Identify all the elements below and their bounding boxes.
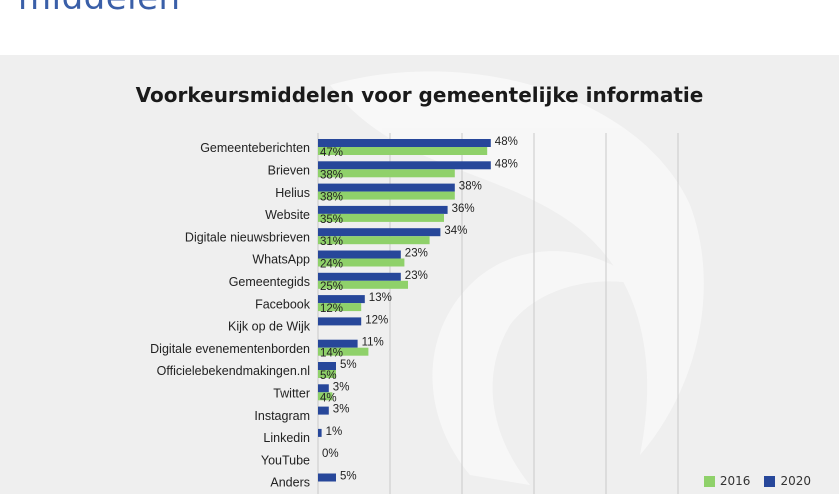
bar-2020 <box>318 384 329 393</box>
category-label: Instagram <box>254 409 310 423</box>
bar-2016 <box>318 347 369 356</box>
data-label-2016: 4% <box>320 392 337 404</box>
category-label: Twitter <box>273 386 310 400</box>
legend-item-2020: 2020 <box>764 474 811 488</box>
data-label-2020: 3% <box>333 381 350 393</box>
bar-2020 <box>318 272 401 281</box>
category-label: Officielebekendmakingen.nl <box>157 364 310 378</box>
bar-2020 <box>318 250 401 259</box>
data-label-2016: 38% <box>320 192 343 204</box>
data-label-2020: 36% <box>452 203 475 215</box>
legend-label-2016: 2016 <box>719 474 751 488</box>
bar-2020 <box>318 183 455 192</box>
bar-2020 <box>318 139 491 147</box>
data-label-2020: 23% <box>405 270 428 282</box>
bar-2020 <box>318 473 336 482</box>
page-heading: middelen <box>18 0 181 18</box>
data-label-2016: 25% <box>320 281 343 293</box>
watermark-chart: Gemeenteberichten 48% 47% Brieven 48% 38% Heli… <box>150 71 704 494</box>
data-label-2020: 3% <box>333 404 350 416</box>
data-label-2020: 48% <box>495 136 518 148</box>
data-label-2020: 0% <box>322 448 339 460</box>
data-label-2020: 5% <box>340 359 357 371</box>
data-label-2016: 31% <box>320 236 343 248</box>
bar-2016 <box>318 169 455 178</box>
bar-2016 <box>318 370 336 378</box>
bar-2016 <box>318 236 430 245</box>
chart-title: Voorkeursmiddelen voor gemeentelijke inf… <box>135 83 704 107</box>
bar-2016 <box>318 392 333 401</box>
data-label-2016: 35% <box>320 214 343 226</box>
bar-2016 <box>318 191 455 200</box>
bar-2016 <box>318 258 405 267</box>
legend-swatch-2016 <box>703 475 715 487</box>
bar-2020 <box>318 228 441 237</box>
data-label-2016: 24% <box>320 259 343 271</box>
data-label-2020: 38% <box>459 181 482 193</box>
category-label: Kijk op de Wijk <box>228 320 311 334</box>
data-label-2020: 34% <box>444 225 467 237</box>
data-label-2016: 12% <box>320 303 343 315</box>
data-label-2016: 47% <box>320 147 343 159</box>
watermark-logo <box>330 71 704 485</box>
legend-item-2016: 2016 <box>703 474 751 488</box>
bar-2020 <box>318 406 329 415</box>
category-label: Website <box>265 208 310 222</box>
chart-legend: 2016 2020 <box>703 474 811 488</box>
chart-panel: Gemeenteberichten 48% 47% Brieven 48% 38% Heli… <box>0 55 839 494</box>
bar-2020 <box>318 339 358 348</box>
category-label: Helius <box>275 186 310 200</box>
bar-2016 <box>318 147 488 155</box>
category-label: Brieven <box>268 163 310 177</box>
category-label: Digitale evenementenborden <box>150 342 310 356</box>
data-label-2016: 38% <box>320 169 343 181</box>
category-label: YouTube <box>261 453 310 467</box>
bar-2020 <box>318 205 448 214</box>
data-label-2020: 12% <box>365 314 388 326</box>
legend-label-2020: 2020 <box>780 474 811 488</box>
category-label: Gemeenteberichten <box>200 141 310 155</box>
bar-2016 <box>318 213 444 222</box>
bar-2020 <box>318 428 322 437</box>
data-label-2020: 23% <box>405 248 428 260</box>
data-label-2020: 1% <box>326 426 343 438</box>
data-label-2020: 5% <box>340 471 357 483</box>
data-label-2020: 11% <box>362 337 384 349</box>
legend-swatch-2020 <box>764 475 776 487</box>
category-label: Digitale nieuwsbrieven <box>185 230 310 244</box>
category-label: Gemeentegids <box>229 275 310 289</box>
category-label: Facebook <box>255 297 311 311</box>
data-label-2016: 14% <box>320 348 343 360</box>
data-label-2020: 48% <box>495 158 518 170</box>
data-label-2016: 5% <box>320 370 337 382</box>
bar-2020 <box>318 161 491 170</box>
category-label: Anders <box>270 476 310 490</box>
category-label: Linkedin <box>263 431 310 445</box>
bar-2020 <box>318 362 336 370</box>
bar-2016 <box>318 280 408 289</box>
bar-2016 <box>318 303 362 312</box>
category-label: WhatsApp <box>252 253 310 267</box>
data-label-2020: 13% <box>369 292 392 304</box>
bar-2020 <box>318 317 362 326</box>
bar-2020 <box>318 295 365 304</box>
